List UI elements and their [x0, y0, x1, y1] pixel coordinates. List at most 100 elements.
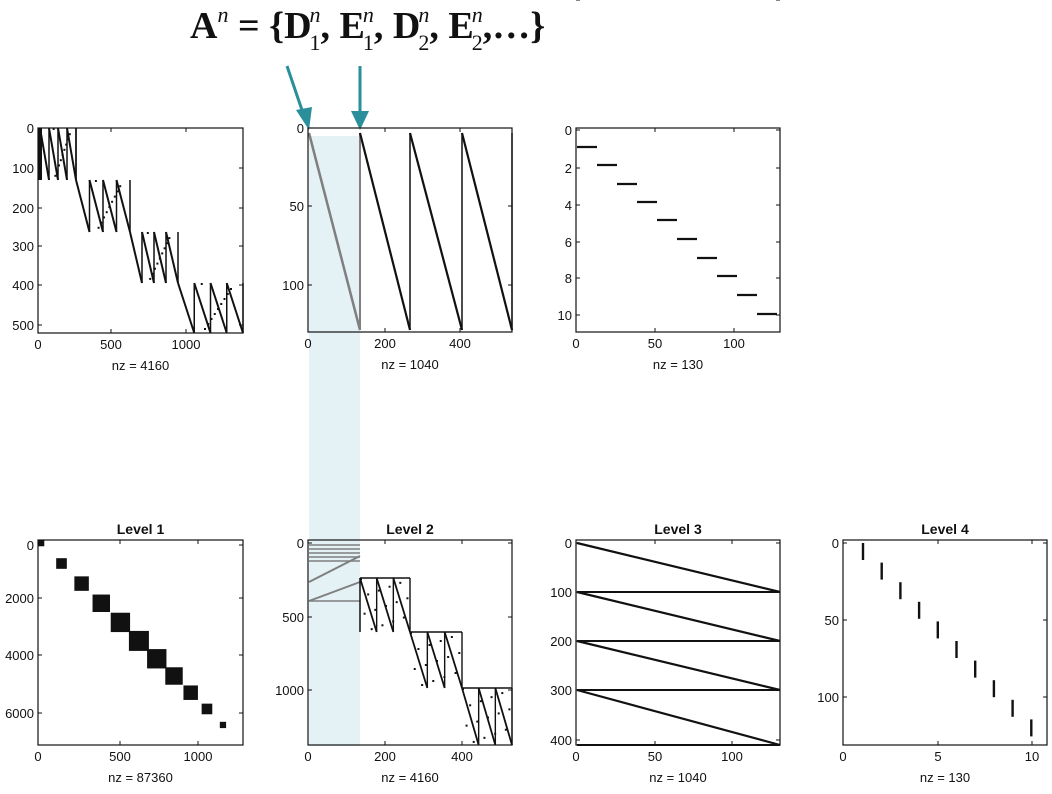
mark-dot	[210, 318, 213, 320]
arrow-to-D1	[285, 65, 312, 130]
mark-line	[576, 639, 781, 692]
y-tick-label: 400	[550, 733, 572, 748]
mark-dot	[67, 138, 69, 141]
mark-line	[460, 132, 514, 331]
mark-dot	[367, 593, 370, 596]
spy-panel-top-2: 0 200 400 0 50 100 nz = 1040	[282, 121, 514, 372]
x-tick-label: 5	[934, 749, 941, 764]
mark-dot	[424, 664, 427, 666]
mark-dot	[154, 267, 156, 270]
formula: An = {Dn 1, En 1, Dn 2, En 2,…}	[190, 2, 545, 55]
y-tick-label: 4000	[5, 648, 34, 663]
mark-dot	[406, 597, 409, 600]
mark-line	[576, 541, 781, 594]
mark-dot	[432, 680, 435, 682]
plot-frame	[37, 127, 244, 334]
mark-line	[308, 581, 361, 602]
formula-equals: = {	[228, 5, 284, 47]
nz-label: nz = 130	[653, 357, 703, 372]
mark-dot	[103, 216, 105, 219]
mark-dot	[381, 624, 384, 627]
mark-dot	[410, 632, 412, 634]
y-tick-label: 6000	[5, 706, 34, 721]
mark-dot	[207, 323, 210, 325]
mark-dot	[469, 704, 472, 707]
mark-block	[92, 594, 111, 613]
y-tick-label: 50	[290, 199, 304, 214]
x-tick-label: 0	[34, 749, 41, 764]
plot-frame	[307, 539, 513, 746]
spy-panel-level-2: 0 200 400 0 500 1000 nz = 4160 Level 2	[275, 521, 513, 785]
highlight-band	[309, 136, 360, 746]
spy-panel-top-3: 0 50 100 0 2 4 6 8 10 nz = 130	[558, 123, 781, 372]
mark-dot	[487, 716, 489, 719]
mark-dot	[158, 257, 161, 260]
mark-dot	[421, 684, 424, 686]
mark-dot	[226, 293, 229, 295]
plot-frame	[307, 127, 513, 333]
mark-dot	[63, 148, 66, 151]
mark-dot	[370, 628, 373, 631]
mark-dot	[454, 672, 457, 674]
formula-D1: D	[284, 5, 311, 47]
mark-dot	[230, 288, 232, 290]
y-tick-label: 100	[550, 585, 572, 600]
x-tick-label: 200	[374, 749, 396, 764]
formula-E1-sup: n	[363, 2, 374, 27]
x-tick-label: 100	[721, 749, 743, 764]
y-tick-label: 500	[550, 0, 572, 3]
formula-D2-sup: n	[418, 2, 429, 27]
mark-line	[66, 127, 77, 181]
mark-dot	[458, 652, 461, 654]
mark-block	[38, 540, 45, 547]
mark-block	[38, 128, 42, 180]
mark-dot	[447, 656, 450, 658]
mark-dot	[494, 732, 497, 735]
mark-line	[165, 231, 179, 284]
x-tick-label: 100	[723, 336, 745, 351]
y-tick-label: 500	[282, 610, 304, 625]
panel-title: Level 4	[921, 521, 969, 537]
panel-title: Level 2	[386, 521, 434, 537]
formula-D1-sup: n	[310, 2, 321, 27]
mark-line	[141, 231, 155, 284]
formula-E2-sup: n	[472, 2, 483, 27]
mark-line	[177, 282, 196, 334]
mark-dot	[166, 242, 168, 245]
mark-dot	[220, 303, 223, 305]
y-tick-label: 0	[297, 121, 304, 136]
x-tick-label: 1000	[184, 749, 213, 764]
y-tick-label: 100	[12, 161, 34, 176]
y-tick-label: 0	[565, 123, 572, 138]
mark-line	[88, 179, 104, 233]
mark-dot	[52, 128, 55, 130]
mark-dot	[61, 154, 64, 156]
plot-frame	[575, 127, 781, 333]
mark-dot	[377, 589, 380, 592]
mark-dot	[116, 190, 119, 193]
mark-block	[219, 721, 227, 729]
mark-block	[74, 576, 89, 591]
x-tick-label: 0	[304, 749, 311, 764]
mark-block	[128, 630, 149, 651]
mark-line	[307, 132, 362, 331]
mark-dot	[163, 247, 166, 250]
y-tick-label: 400	[12, 278, 34, 293]
mark-line	[494, 687, 513, 746]
mark-block	[201, 703, 213, 715]
x-tick-label: 200	[374, 336, 396, 351]
mark-dot	[360, 578, 362, 580]
mark-dot	[413, 668, 416, 670]
mark-line	[115, 179, 131, 233]
mark-dot	[223, 298, 226, 300]
y-tick-label: 100	[282, 278, 304, 293]
mark-dot	[417, 648, 420, 650]
x-tick-label: 0	[572, 749, 579, 764]
mark-dot	[388, 585, 391, 588]
y-tick-label: 0	[565, 536, 572, 551]
y-tick-label: 500	[12, 318, 34, 333]
panel-title: Level 3	[654, 521, 702, 537]
mark-dot	[217, 308, 219, 310]
y-tick-label: 10	[558, 308, 572, 323]
